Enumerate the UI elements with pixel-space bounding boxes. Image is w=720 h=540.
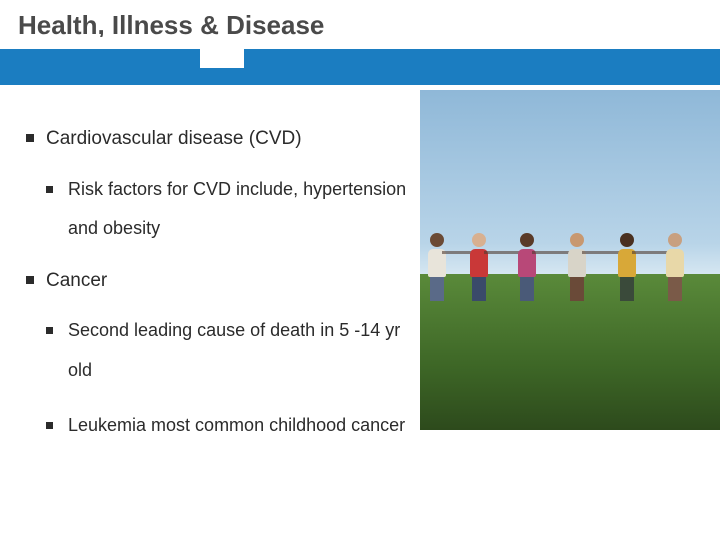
- list-item: Risk factors for CVD include, hypertensi…: [46, 170, 420, 249]
- photo-child: [666, 233, 684, 301]
- list-item-label: Risk factors for CVD include, hypertensi…: [68, 179, 406, 239]
- band-notch: [200, 48, 244, 68]
- list-item-label: Cancer: [46, 270, 107, 291]
- title-underline-band: [0, 49, 720, 85]
- bullet-list: Cardiovascular disease (CVD) Risk factor…: [26, 125, 420, 446]
- bullet-content: Cardiovascular disease (CVD) Risk factor…: [0, 85, 420, 446]
- list-item-label: Leukemia most common childhood cancer: [68, 415, 405, 435]
- children-photo: [420, 90, 720, 430]
- list-item: Second leading cause of death in 5 -14 y…: [46, 311, 420, 390]
- list-item-label: Cardiovascular disease (CVD): [46, 128, 302, 149]
- photo-child: [618, 233, 636, 301]
- photo-child: [428, 233, 446, 301]
- list-item: Cancer Second leading cause of death in …: [26, 267, 420, 446]
- list-item: Cardiovascular disease (CVD) Risk factor…: [26, 125, 420, 249]
- photo-child: [518, 233, 536, 301]
- list-item-label: Second leading cause of death in 5 -14 y…: [68, 320, 400, 380]
- photo-child: [470, 233, 488, 301]
- list-item: Leukemia most common childhood cancer: [46, 406, 420, 446]
- photo-child: [568, 233, 586, 301]
